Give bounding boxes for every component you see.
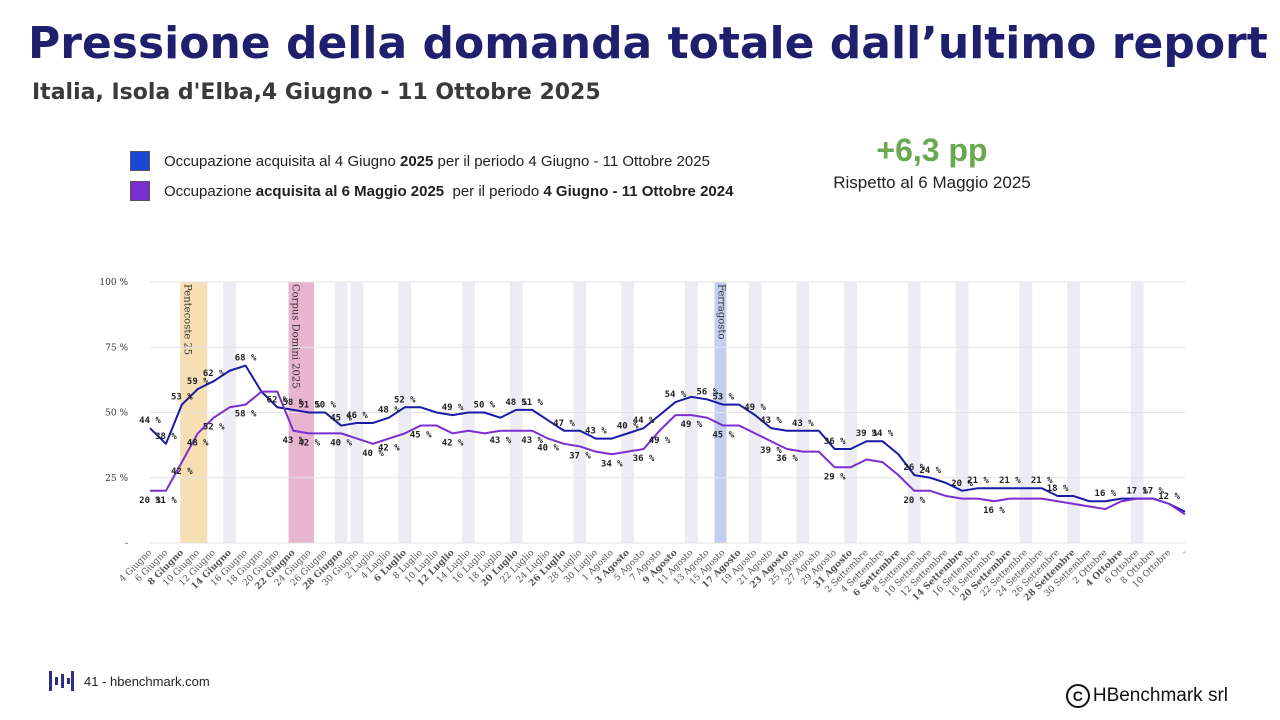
y-tick-label: 50 % <box>105 409 128 419</box>
data-label: 44 % <box>139 416 161 426</box>
data-label: 49 % <box>442 403 464 413</box>
data-label: 46 % <box>346 411 368 421</box>
data-label: 44 % <box>633 416 655 426</box>
delta-callout: +6,3 pp Rispetto al 6 Maggio 2025 <box>812 132 1052 193</box>
data-label: 51 % <box>521 398 543 408</box>
data-label: 50 % <box>474 401 496 411</box>
data-label: 48 % <box>505 398 527 408</box>
data-label: 21 % <box>1031 476 1053 486</box>
data-label: 45 % <box>410 431 432 441</box>
data-label: 26 % <box>903 463 925 473</box>
y-tick-label: - <box>125 539 128 549</box>
data-label: 39 % <box>760 446 782 456</box>
data-label: 12 % <box>1158 492 1180 502</box>
event-label: Corpus Domini 2025 <box>290 284 301 389</box>
data-label: 68 % <box>235 354 257 364</box>
data-label: 62 % <box>203 369 225 379</box>
data-label: 62 % <box>267 395 289 405</box>
data-label: 24 % <box>919 466 941 476</box>
hbenchmark-logo-icon <box>49 671 74 691</box>
footer-page: 41 - hbenchmark.com <box>48 670 210 692</box>
legend-swatch-2024 <box>130 181 150 201</box>
data-label: 40 % <box>330 438 352 448</box>
data-label: 20 % <box>903 496 925 506</box>
occupancy-chart: Pentecoste 25 Corpus Domini 2025 Ferragost… <box>99 278 1189 602</box>
data-label: 17 % <box>1126 487 1148 497</box>
delta-value: +6,3 pp <box>876 132 988 168</box>
data-label: 51 % <box>298 401 320 411</box>
data-label: 40 % <box>617 421 639 431</box>
page-title: Pressione della domanda totale dall’ulti… <box>28 18 1268 69</box>
data-label: 43 % <box>792 419 814 429</box>
data-label: 49 % <box>744 403 766 413</box>
footer-copyright: C HBenchmark srl <box>1065 684 1228 708</box>
data-label: 38 % <box>155 432 177 442</box>
data-label: 43 % <box>585 427 607 437</box>
data-label: 18 % <box>1047 484 1069 494</box>
data-label: 52 % <box>394 395 416 405</box>
copyright-icon: C <box>1065 684 1090 708</box>
data-label: 31 % <box>155 496 177 506</box>
data-label: 53 % <box>171 393 193 403</box>
data-label: 47 % <box>553 419 575 429</box>
series-line-s2025 <box>149 364 1186 513</box>
x-tick-label: - <box>1180 548 1189 557</box>
data-label: 21 % <box>999 476 1021 486</box>
data-label: 43 % <box>760 416 782 426</box>
legend-swatch-2025 <box>130 151 150 171</box>
data-label: 58 % <box>235 410 257 420</box>
data-label: 42 % <box>298 438 320 448</box>
page-subtitle: Italia, Isola d'Elba,4 Giugno - 11 Ottob… <box>32 80 601 105</box>
y-tick-label: 25 % <box>105 474 128 484</box>
data-label: 37 % <box>569 451 591 461</box>
data-label: 20 % <box>951 479 973 489</box>
data-label: 56 % <box>696 387 718 397</box>
data-label: 34 % <box>601 459 623 469</box>
legend-label-2025: Occupazione acquisita al 4 Giugno 2025 p… <box>164 152 710 170</box>
data-label: 20 % <box>139 496 161 506</box>
data-label: 43 % <box>521 436 543 446</box>
data-label: 52 % <box>203 423 225 433</box>
data-label: 58 % <box>282 398 304 408</box>
data-label: 43 % <box>282 436 304 446</box>
legend-label-2024: Occupazione acquisita al 6 Maggio 2025 p… <box>164 182 734 200</box>
data-label: 16 % <box>983 506 1005 516</box>
chart-legend: Occupazione acquisita al 4 Giugno 2025 p… <box>130 146 733 206</box>
data-label: 45 % <box>330 414 352 424</box>
data-label: 40 % <box>537 444 559 454</box>
data-label: 48 % <box>187 438 209 448</box>
data-label: 16 % <box>1095 489 1117 499</box>
data-label: 36 % <box>776 454 798 464</box>
data-label: 29 % <box>824 472 846 482</box>
footer-page-text: 41 - hbenchmark.com <box>84 673 210 689</box>
data-label: 36 % <box>633 454 655 464</box>
data-label: 49 % <box>681 420 703 430</box>
data-label: 39 % <box>856 429 878 439</box>
legend-item-2025: Occupazione acquisita al 4 Giugno 2025 p… <box>130 146 733 176</box>
series-line-s2024 <box>150 390 1186 516</box>
delta-label: Rispetto al 6 Maggio 2025 <box>833 173 1031 192</box>
event-label: Ferragosto <box>715 284 726 339</box>
data-label: 34 % <box>872 429 894 439</box>
data-label: 50 % <box>314 401 336 411</box>
data-label: 21 % <box>967 476 989 486</box>
data-label: 48 % <box>378 406 400 416</box>
data-label: 59 % <box>187 377 209 387</box>
data-label: 54 % <box>665 390 687 400</box>
data-label: 17 % <box>1142 487 1164 497</box>
y-tick-label: 100 % <box>99 278 128 288</box>
data-label: 42 % <box>442 438 464 448</box>
legend-item-2024: Occupazione acquisita al 6 Maggio 2025 p… <box>130 176 733 206</box>
data-label: 42 % <box>171 467 193 477</box>
data-label: 36 % <box>824 437 846 447</box>
event-label: Pentecoste 25 <box>181 284 192 355</box>
data-label: 53 % <box>712 393 734 403</box>
data-label: 49 % <box>649 436 671 446</box>
y-tick-label: 75 % <box>105 343 128 353</box>
data-label: 43 % <box>489 436 511 446</box>
copyright-text: HBenchmark srl <box>1092 685 1228 706</box>
data-label: 40 % <box>362 449 384 459</box>
data-label: 42 % <box>378 444 400 454</box>
data-label: 45 % <box>712 431 734 441</box>
